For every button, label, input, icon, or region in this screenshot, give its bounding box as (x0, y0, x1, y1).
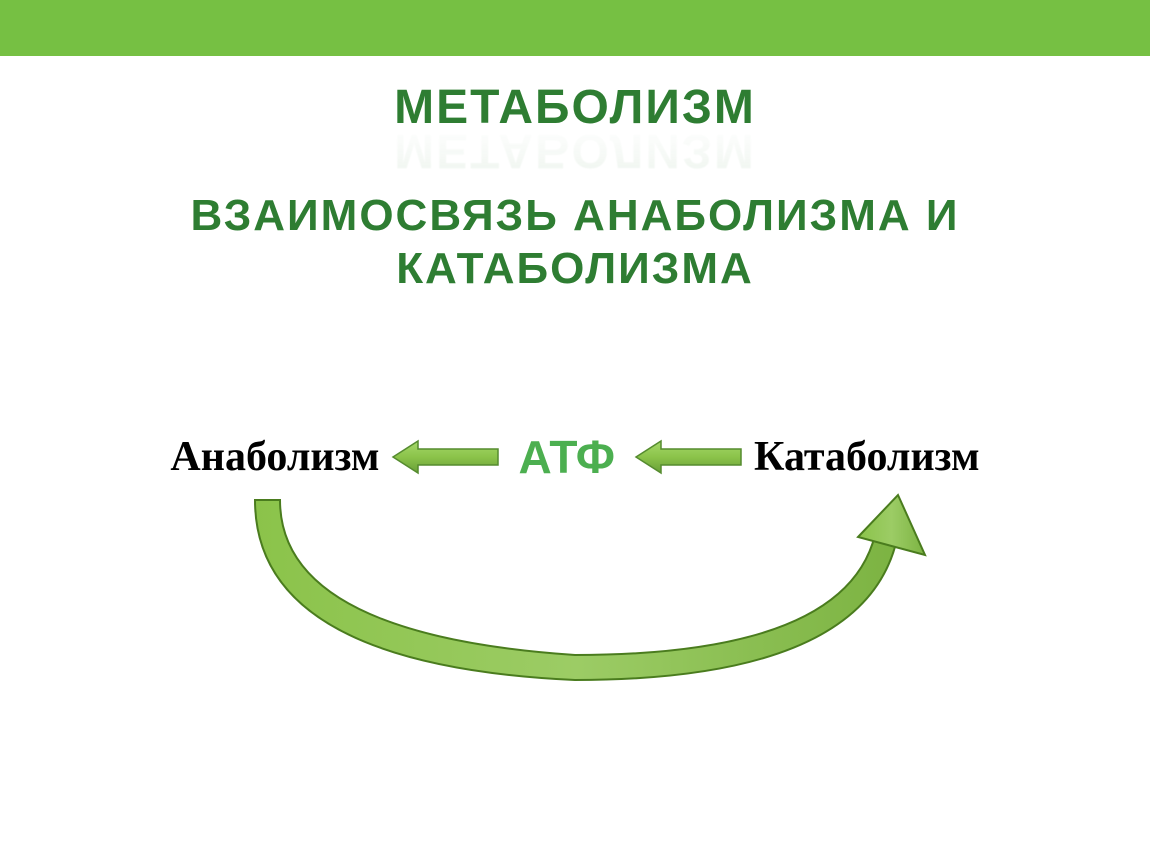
arrow-left-icon (388, 437, 503, 477)
subtitle-container: ВЗАИМОСВЯЗЬ АНАБОЛИЗМА И КАТАБОЛИЗМА (0, 190, 1150, 296)
diagram-container: Анаболизм АТФ (0, 430, 1150, 484)
subtitle-line-1: ВЗАИМОСВЯЗЬ АНАБОЛИЗМА И (0, 190, 1150, 243)
top-bar (0, 0, 1150, 56)
arrow-right-icon (631, 437, 746, 477)
catabolism-label: Катаболизм (754, 433, 980, 481)
subtitle-line-2: КАТАБОЛИЗМА (0, 243, 1150, 296)
anabolism-label: Анаболизм (170, 433, 379, 481)
atp-label: АТФ (519, 430, 616, 484)
diagram-row: Анаболизм АТФ (170, 430, 979, 484)
title-container: МЕТАБОЛИЗМ МЕТАБОЛИЗМ (0, 80, 1150, 178)
curved-arrow-icon (165, 485, 985, 705)
title-reflection: МЕТАБОЛИЗМ (0, 123, 1150, 178)
